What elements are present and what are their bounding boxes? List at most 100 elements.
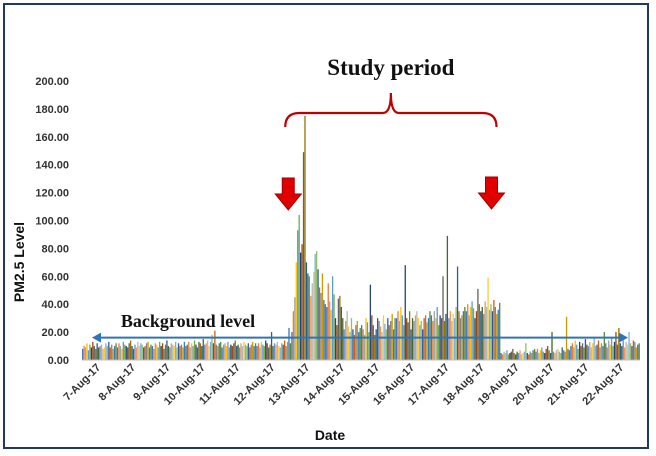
bar xyxy=(474,318,476,360)
bar xyxy=(195,344,197,360)
bar xyxy=(478,304,481,360)
bar xyxy=(584,339,587,360)
bar xyxy=(520,354,523,360)
chart-frame xyxy=(3,3,649,449)
bar xyxy=(567,348,569,360)
study-end-arrow-icon xyxy=(477,176,506,210)
bar xyxy=(141,344,143,360)
bar xyxy=(105,343,107,360)
bar xyxy=(629,343,632,360)
bar xyxy=(347,326,350,360)
bar xyxy=(87,350,90,360)
bar xyxy=(363,334,366,360)
bar xyxy=(395,318,398,360)
bar xyxy=(622,340,624,360)
bar xyxy=(262,344,264,360)
bar xyxy=(634,341,636,360)
bar xyxy=(535,351,537,360)
bar xyxy=(628,332,630,360)
bar xyxy=(605,343,607,360)
bar xyxy=(494,306,496,360)
bar xyxy=(218,343,220,360)
bar xyxy=(302,152,305,360)
bar xyxy=(298,214,300,360)
bar xyxy=(143,347,145,360)
bar xyxy=(469,306,472,360)
bar xyxy=(561,347,563,360)
bar xyxy=(305,262,308,360)
bar xyxy=(116,347,119,360)
bar xyxy=(202,339,204,360)
bar xyxy=(467,304,469,360)
bar xyxy=(343,329,345,360)
bar xyxy=(151,346,154,360)
bar xyxy=(314,253,316,360)
bar xyxy=(581,343,584,360)
bar xyxy=(154,343,156,360)
bar xyxy=(122,341,124,360)
bar xyxy=(145,343,148,360)
bar xyxy=(506,350,508,360)
bar xyxy=(220,341,222,360)
bar xyxy=(385,329,388,360)
bar xyxy=(398,320,401,360)
bar xyxy=(93,346,95,360)
bar xyxy=(315,251,318,360)
bar xyxy=(394,318,396,360)
bar xyxy=(164,344,167,360)
bar xyxy=(420,320,422,360)
bar xyxy=(353,334,356,360)
bar xyxy=(227,341,229,360)
bar xyxy=(330,309,332,360)
bar xyxy=(533,348,536,360)
bar xyxy=(241,346,244,360)
bar xyxy=(179,346,181,360)
bar xyxy=(270,332,273,360)
bar xyxy=(259,347,261,360)
bar xyxy=(638,343,640,360)
bar xyxy=(551,332,553,360)
bar xyxy=(121,348,123,360)
bar xyxy=(246,346,248,360)
bar xyxy=(392,329,395,360)
bar xyxy=(632,340,635,360)
bar xyxy=(247,343,249,360)
bar xyxy=(185,346,187,360)
bar xyxy=(95,348,97,360)
bar xyxy=(504,353,507,360)
bar xyxy=(587,346,589,360)
y-tick-label: 40.00 xyxy=(41,299,69,311)
bar xyxy=(115,343,117,360)
bar xyxy=(455,306,457,360)
bar xyxy=(555,350,558,360)
bar xyxy=(346,311,348,360)
bar xyxy=(201,346,203,360)
bar xyxy=(613,341,616,360)
bar xyxy=(536,348,539,360)
bar xyxy=(175,341,177,360)
y-tick-label: 120.00 xyxy=(35,188,69,200)
bar xyxy=(304,115,306,361)
bar xyxy=(292,311,295,360)
bar xyxy=(102,348,104,360)
bar xyxy=(196,347,199,360)
bar xyxy=(400,306,402,360)
bar xyxy=(513,353,515,360)
bar xyxy=(571,343,574,360)
bar xyxy=(234,340,236,360)
bar xyxy=(131,346,133,360)
bar xyxy=(547,346,549,360)
bar xyxy=(448,318,450,360)
x-tick-labels: 7-Aug-178-Aug-179-Aug-1710-Aug-1711-Aug-… xyxy=(62,362,627,408)
bar xyxy=(459,318,462,360)
bar xyxy=(549,353,552,360)
bar xyxy=(291,332,293,360)
bar xyxy=(609,344,611,360)
bar xyxy=(188,341,190,360)
bar xyxy=(449,311,451,360)
bar xyxy=(378,320,380,360)
bar xyxy=(240,343,242,360)
bar xyxy=(103,347,106,360)
bar xyxy=(427,318,430,360)
bar xyxy=(432,320,434,360)
